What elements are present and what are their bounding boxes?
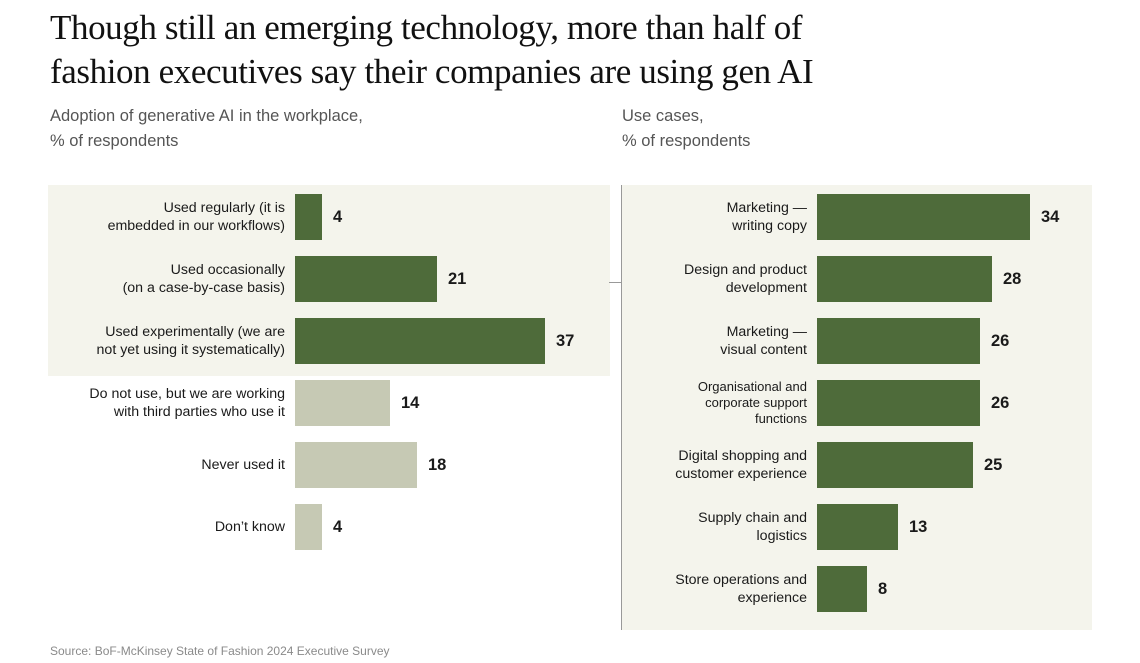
adoption-value-label: 4 (333, 518, 343, 536)
use-case-category-label-line: logistics (756, 528, 807, 544)
panel-divider (621, 185, 622, 630)
adoption-chart-subtitle: Adoption of generative AI in the workpla… (50, 104, 363, 154)
use-case-category-label: Digital shopping and customer experience (507, 447, 807, 483)
chart-title: Though still an emerging technology, mor… (50, 6, 1050, 94)
adoption-category-label-line: Used experimentally (we are (105, 324, 285, 340)
adoption-category-label-line: Used occasionally (170, 262, 285, 278)
adoption-category-label: Don’t know (0, 518, 285, 536)
adoption-bar (295, 194, 322, 240)
chart-title-line-1: Though still an emerging technology, mor… (50, 8, 803, 47)
chart-title-line-2: fashion executives say their companies a… (50, 52, 814, 91)
use-case-value-label: 13 (909, 518, 928, 536)
adoption-category-label-line: Do not use, but we are working (89, 386, 285, 402)
use-case-value-label: 26 (991, 394, 1010, 412)
use-case-category-label-line: Organisational and (697, 379, 807, 394)
adoption-category-label-line: (on a case-by-case basis) (122, 280, 285, 296)
use-case-value-label: 28 (1003, 270, 1022, 288)
use-case-category-label: Design and product development (507, 261, 807, 297)
use-case-category-label-line: Digital shopping and (678, 448, 807, 464)
adoption-subtitle-line-1: Adoption of generative AI in the workpla… (50, 107, 363, 125)
use-case-category-label-line: customer experience (675, 466, 807, 482)
adoption-value-label: 21 (448, 270, 467, 288)
adoption-bar (295, 504, 322, 550)
use-case-bar (817, 380, 980, 426)
use-case-bar (817, 504, 898, 550)
use-case-value-label: 25 (984, 456, 1003, 474)
use-case-value-label: 8 (878, 580, 888, 598)
adoption-bar (295, 256, 437, 302)
adoption-category-label-line: Never used it (201, 457, 285, 473)
use-cases-chart-subtitle: Use cases, % of respondents (622, 104, 750, 154)
adoption-bar (295, 318, 545, 364)
adoption-subtitle-line-2: % of respondents (50, 132, 179, 150)
adoption-value-label: 18 (428, 456, 447, 474)
use-case-category-label-line: functions (754, 411, 807, 426)
use-cases-subtitle-line-1: Use cases, (622, 107, 704, 125)
adoption-category-label: Do not use, but we are working with third… (0, 385, 285, 421)
use-case-category-label: Store operations and experience (507, 571, 807, 607)
use-case-bar (817, 442, 973, 488)
adoption-category-label: Used experimentally (we are not yet using… (0, 323, 285, 359)
use-case-category-label-line: Supply chain and (698, 510, 807, 526)
adoption-category-label-line: embedded in our workflows) (107, 218, 285, 234)
use-cases-subtitle-line-2: % of respondents (622, 132, 751, 150)
adoption-bar (295, 442, 417, 488)
use-case-value-label: 34 (1041, 208, 1060, 226)
use-case-category-label-line: Marketing — (726, 324, 807, 340)
use-case-bar (817, 566, 867, 612)
adoption-category-label: Used occasionally (on a case-by-case basi… (0, 261, 285, 297)
use-case-bar (817, 256, 992, 302)
adoption-category-label-line: Used regularly (it is (163, 200, 285, 216)
adoption-category-label-line: not yet using it systematically) (96, 342, 285, 358)
source-note: Source: BoF-McKinsey State of Fashion 20… (50, 644, 390, 658)
use-case-bar (817, 194, 1030, 240)
use-case-category-label: Organisational and corporate support funct… (507, 379, 807, 427)
use-case-category-label: Supply chain and logistics (507, 509, 807, 545)
use-case-category-label-line: corporate support (705, 395, 807, 410)
adoption-value-label: 14 (401, 394, 420, 412)
use-case-category-label-line: development (725, 280, 807, 296)
use-case-category-label-line: visual content (720, 342, 807, 358)
adoption-value-label: 37 (556, 332, 575, 350)
use-case-bar (817, 318, 980, 364)
adoption-category-label: Used regularly (it is embedded in our wor… (0, 199, 285, 235)
use-case-category-label-line: writing copy (732, 218, 807, 234)
adoption-category-label: Never used it (0, 456, 285, 474)
adoption-bar (295, 380, 390, 426)
use-case-category-label-line: Design and product (683, 262, 807, 278)
use-case-category-label-line: experience (737, 590, 807, 606)
adoption-category-label-line: with third parties who use it (113, 404, 285, 420)
use-case-category-label-line: Marketing — (726, 200, 807, 216)
use-case-category-label: Marketing — visual content (507, 323, 807, 359)
use-case-value-label: 26 (991, 332, 1010, 350)
adoption-value-label: 4 (333, 208, 343, 226)
use-case-category-label: Marketing — writing copy (507, 199, 807, 235)
adoption-category-label-line: Don’t know (214, 519, 285, 535)
connector-tick (609, 282, 621, 283)
use-case-category-label-line: Store operations and (675, 572, 807, 588)
